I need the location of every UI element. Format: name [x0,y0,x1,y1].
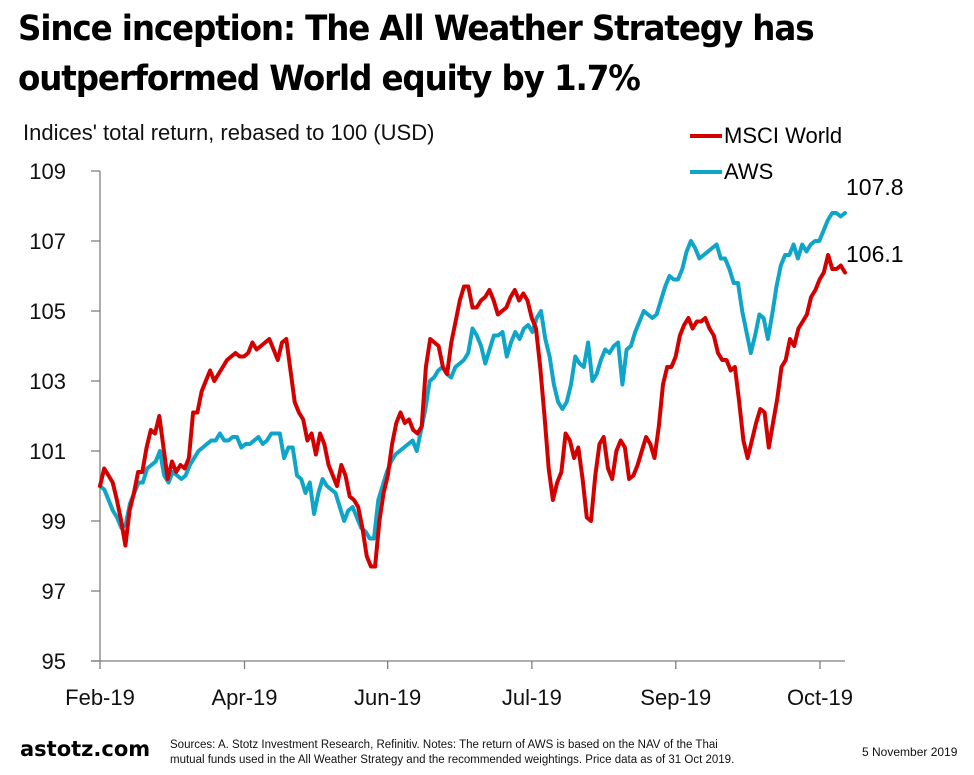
legend-swatch-msci-world [690,134,722,138]
y-tick-label: 105 [29,299,66,324]
series-line-msci-world [98,253,847,569]
source-note-line-2: mutual funds used in the All Weather Str… [170,754,735,766]
end-label-msci-world: 106.1 [846,241,904,267]
series-line-aws [98,211,847,541]
legend-swatch-aws [690,170,722,174]
publish-date: 5 November 2019 [862,745,958,759]
y-tick-label: 99 [42,509,66,534]
title-line-2: outperformed World equity by 1.7% [18,59,641,99]
y-tick-label: 107 [29,229,66,254]
y-axis: 95 97 99 101 103 105 107 109 [29,159,101,674]
x-axis: Feb-19 Apr-19 Jun-19 Jul-19 Sep-19 Oct-19 [65,660,853,710]
y-tick-label: 97 [42,579,66,604]
series-layer [98,211,847,569]
legend: MSCI World AWS [690,118,842,190]
chart-subtitle: Indices' total return, rebased to 100 (U… [23,120,435,145]
x-tick-label: Apr-19 [211,685,277,710]
chart-title: Since inception: The All Weather Strateg… [18,4,902,104]
y-tick-label: 95 [42,649,66,674]
legend-item-msci-world: MSCI World [690,118,842,154]
x-tick-label: Sep-19 [640,685,711,710]
x-tick-label: Oct-19 [787,685,853,710]
brand-logo: astotz.com [20,737,151,761]
legend-item-aws: AWS [690,154,842,190]
y-tick-label: 109 [29,159,66,184]
y-tick-label: 103 [29,369,66,394]
legend-label-aws: AWS [724,159,774,184]
end-label-aws: 107.8 [846,174,904,200]
source-note-line-1: Sources: A. Stotz Investment Research, R… [170,739,718,751]
title-line-1: Since inception: The All Weather Strateg… [18,9,815,49]
source-note: Sources: A. Stotz Investment Research, R… [170,738,850,768]
x-tick-label: Feb-19 [65,685,135,710]
legend-label-msci-world: MSCI World [724,123,843,148]
x-tick-label: Jun-19 [354,685,421,710]
y-tick-label: 101 [29,439,66,464]
x-tick-label: Jul-19 [502,685,562,710]
